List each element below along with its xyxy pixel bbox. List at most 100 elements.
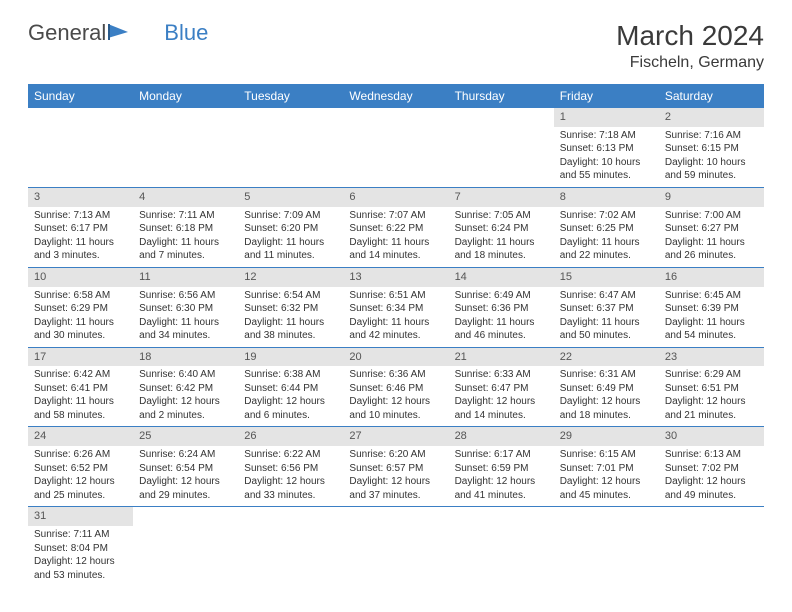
sunrise-text: Sunrise: 7:13 AM (34, 209, 127, 223)
calendar-day-cell: 22Sunrise: 6:31 AMSunset: 6:49 PMDayligh… (554, 347, 659, 427)
calendar-day-cell: 15Sunrise: 6:47 AMSunset: 6:37 PMDayligh… (554, 267, 659, 347)
calendar-day-cell: 20Sunrise: 6:36 AMSunset: 6:46 PMDayligh… (343, 347, 448, 427)
daylight-text-1: Daylight: 12 hours (665, 475, 758, 489)
day-number: 27 (343, 427, 448, 446)
day-number: 26 (238, 427, 343, 446)
calendar-day-cell: 11Sunrise: 6:56 AMSunset: 6:30 PMDayligh… (133, 267, 238, 347)
daylight-text-2: and 34 minutes. (139, 329, 232, 343)
sunrise-text: Sunrise: 6:49 AM (455, 289, 548, 303)
calendar-day-cell (659, 507, 764, 586)
sunset-text: Sunset: 6:47 PM (455, 382, 548, 396)
sunrise-text: Sunrise: 7:11 AM (34, 528, 127, 542)
calendar-day-cell (238, 507, 343, 586)
day-number: 7 (449, 188, 554, 207)
day-details: Sunrise: 6:38 AMSunset: 6:44 PMDaylight:… (238, 366, 343, 426)
sunset-text: Sunset: 6:41 PM (34, 382, 127, 396)
sunrise-text: Sunrise: 6:40 AM (139, 368, 232, 382)
day-number: 31 (28, 507, 133, 526)
calendar-day-cell: 30Sunrise: 6:13 AMSunset: 7:02 PMDayligh… (659, 427, 764, 507)
calendar-day-cell: 31Sunrise: 7:11 AMSunset: 8:04 PMDayligh… (28, 507, 133, 586)
sunrise-text: Sunrise: 6:31 AM (560, 368, 653, 382)
sunset-text: Sunset: 6:22 PM (349, 222, 442, 236)
title-block: March 2024 Fischeln, Germany (616, 20, 764, 72)
daylight-text-2: and 29 minutes. (139, 489, 232, 503)
logo: General Blue (28, 20, 208, 46)
day-details: Sunrise: 6:22 AMSunset: 6:56 PMDaylight:… (238, 446, 343, 506)
day-details: Sunrise: 7:13 AMSunset: 6:17 PMDaylight:… (28, 207, 133, 267)
sunset-text: Sunset: 8:04 PM (34, 542, 127, 556)
daylight-text-2: and 14 minutes. (349, 249, 442, 263)
flag-icon (108, 20, 130, 46)
sunset-text: Sunset: 6:51 PM (665, 382, 758, 396)
calendar-table: Sunday Monday Tuesday Wednesday Thursday… (28, 84, 764, 586)
sunset-text: Sunset: 6:56 PM (244, 462, 337, 476)
daylight-text-1: Daylight: 12 hours (34, 475, 127, 489)
daylight-text-1: Daylight: 11 hours (244, 236, 337, 250)
daylight-text-2: and 53 minutes. (34, 569, 127, 583)
day-number: 11 (133, 268, 238, 287)
daylight-text-1: Daylight: 12 hours (139, 395, 232, 409)
sunrise-text: Sunrise: 6:22 AM (244, 448, 337, 462)
daylight-text-1: Daylight: 12 hours (349, 475, 442, 489)
calendar-week-row: 10Sunrise: 6:58 AMSunset: 6:29 PMDayligh… (28, 267, 764, 347)
calendar-day-cell (238, 108, 343, 187)
month-title: March 2024 (616, 20, 764, 52)
day-number: 14 (449, 268, 554, 287)
day-details: Sunrise: 7:11 AMSunset: 6:18 PMDaylight:… (133, 207, 238, 267)
daylight-text-1: Daylight: 11 hours (34, 236, 127, 250)
sunset-text: Sunset: 6:13 PM (560, 142, 653, 156)
sunset-text: Sunset: 7:01 PM (560, 462, 653, 476)
day-number: 28 (449, 427, 554, 446)
calendar-day-cell: 4Sunrise: 7:11 AMSunset: 6:18 PMDaylight… (133, 187, 238, 267)
daylight-text-1: Daylight: 11 hours (455, 316, 548, 330)
day-details: Sunrise: 6:36 AMSunset: 6:46 PMDaylight:… (343, 366, 448, 426)
header: General Blue March 2024 Fischeln, German… (28, 20, 764, 72)
calendar-day-cell: 8Sunrise: 7:02 AMSunset: 6:25 PMDaylight… (554, 187, 659, 267)
calendar-day-cell: 9Sunrise: 7:00 AMSunset: 6:27 PMDaylight… (659, 187, 764, 267)
daylight-text-2: and 18 minutes. (455, 249, 548, 263)
daylight-text-1: Daylight: 12 hours (665, 395, 758, 409)
daylight-text-2: and 37 minutes. (349, 489, 442, 503)
daylight-text-1: Daylight: 11 hours (560, 316, 653, 330)
calendar-day-cell: 7Sunrise: 7:05 AMSunset: 6:24 PMDaylight… (449, 187, 554, 267)
day-details: Sunrise: 6:40 AMSunset: 6:42 PMDaylight:… (133, 366, 238, 426)
sunrise-text: Sunrise: 6:56 AM (139, 289, 232, 303)
calendar-day-cell: 27Sunrise: 6:20 AMSunset: 6:57 PMDayligh… (343, 427, 448, 507)
calendar-day-cell (133, 108, 238, 187)
daylight-text-2: and 58 minutes. (34, 409, 127, 423)
daylight-text-1: Daylight: 11 hours (349, 236, 442, 250)
sunset-text: Sunset: 6:15 PM (665, 142, 758, 156)
day-details: Sunrise: 6:56 AMSunset: 6:30 PMDaylight:… (133, 287, 238, 347)
weekday-header: Monday (133, 84, 238, 108)
day-details: Sunrise: 7:02 AMSunset: 6:25 PMDaylight:… (554, 207, 659, 267)
calendar-day-cell (133, 507, 238, 586)
sunset-text: Sunset: 6:24 PM (455, 222, 548, 236)
sunrise-text: Sunrise: 6:51 AM (349, 289, 442, 303)
sunset-text: Sunset: 6:25 PM (560, 222, 653, 236)
calendar-day-cell: 23Sunrise: 6:29 AMSunset: 6:51 PMDayligh… (659, 347, 764, 427)
day-details: Sunrise: 6:33 AMSunset: 6:47 PMDaylight:… (449, 366, 554, 426)
calendar-week-row: 31Sunrise: 7:11 AMSunset: 8:04 PMDayligh… (28, 507, 764, 586)
daylight-text-2: and 42 minutes. (349, 329, 442, 343)
sunrise-text: Sunrise: 6:24 AM (139, 448, 232, 462)
day-details: Sunrise: 6:17 AMSunset: 6:59 PMDaylight:… (449, 446, 554, 506)
calendar-day-cell: 17Sunrise: 6:42 AMSunset: 6:41 PMDayligh… (28, 347, 133, 427)
calendar-day-cell: 3Sunrise: 7:13 AMSunset: 6:17 PMDaylight… (28, 187, 133, 267)
day-number: 10 (28, 268, 133, 287)
daylight-text-2: and 22 minutes. (560, 249, 653, 263)
sunrise-text: Sunrise: 6:26 AM (34, 448, 127, 462)
sunset-text: Sunset: 6:32 PM (244, 302, 337, 316)
calendar-body: 1Sunrise: 7:18 AMSunset: 6:13 PMDaylight… (28, 108, 764, 586)
calendar-day-cell (449, 507, 554, 586)
sunrise-text: Sunrise: 6:17 AM (455, 448, 548, 462)
calendar-day-cell: 25Sunrise: 6:24 AMSunset: 6:54 PMDayligh… (133, 427, 238, 507)
day-details: Sunrise: 6:49 AMSunset: 6:36 PMDaylight:… (449, 287, 554, 347)
day-number: 25 (133, 427, 238, 446)
calendar-day-cell: 19Sunrise: 6:38 AMSunset: 6:44 PMDayligh… (238, 347, 343, 427)
day-details: Sunrise: 7:18 AMSunset: 6:13 PMDaylight:… (554, 127, 659, 187)
day-number: 20 (343, 348, 448, 367)
day-details: Sunrise: 6:26 AMSunset: 6:52 PMDaylight:… (28, 446, 133, 506)
day-number: 8 (554, 188, 659, 207)
sunrise-text: Sunrise: 6:33 AM (455, 368, 548, 382)
sunrise-text: Sunrise: 7:16 AM (665, 129, 758, 143)
